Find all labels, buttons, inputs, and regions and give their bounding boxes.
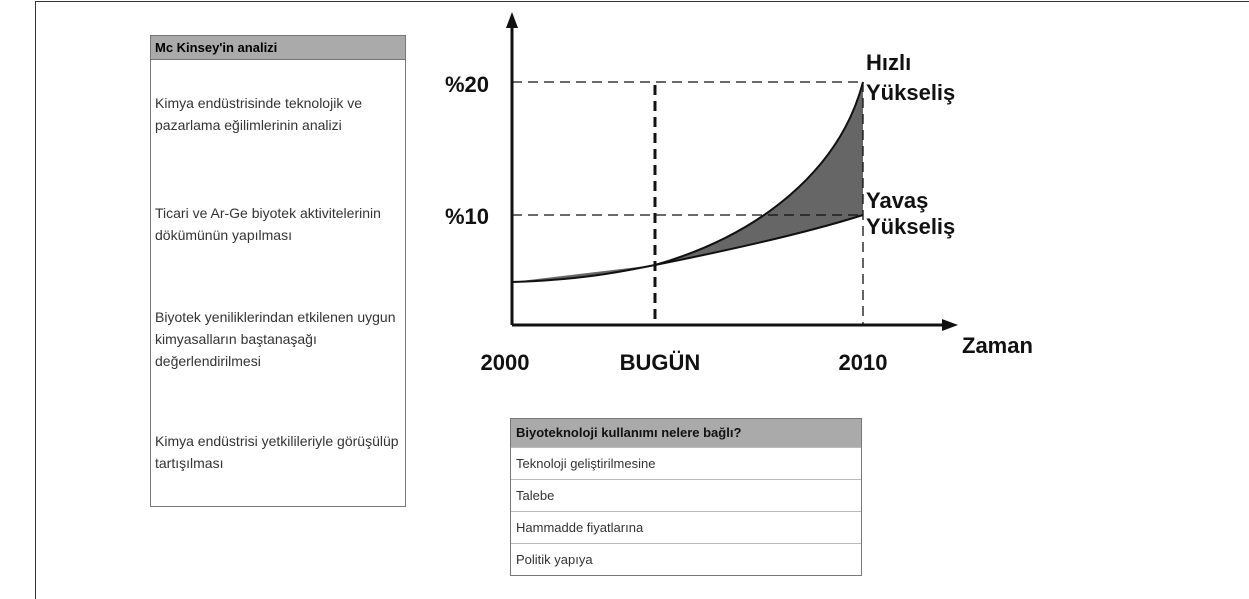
frame (35, 1, 1249, 599)
table-row: Talebe (511, 479, 861, 511)
factor-table: Biyoteknoloji kullanımı nelere bağlı? Te… (510, 418, 862, 576)
table-title: Biyoteknoloji kullanımı nelere bağlı? (511, 419, 861, 447)
fast-curve (511, 81, 864, 283)
y-arrow (506, 12, 518, 28)
x-axis-label: Zaman (962, 333, 1033, 358)
analysis-box: Mc Kinsey'in analizi Kimya endüstrisinde… (150, 35, 406, 507)
box-item: Ticari ve Ar-Ge biyotek aktivitelerinin … (155, 205, 381, 243)
y-label: %20 (445, 72, 489, 97)
slow-label: Yavaş (866, 188, 928, 213)
box-item: Kimya endüstrisinde teknolojik ve pazarl… (155, 95, 362, 133)
gap-area (512, 82, 863, 282)
table-row: Hammadde fiyatlarına (511, 511, 861, 543)
box-title: Mc Kinsey'in analizi (151, 36, 405, 60)
fast-label: Hızlı (866, 50, 911, 75)
box-item: Kimya endüstrisi yetkilileriyle görüşülü… (155, 433, 399, 471)
x-arrow (942, 319, 958, 331)
box-item: Biyotek yeniliklerindan etkilenen uygun … (155, 309, 396, 369)
table-row: Politik yapıya (511, 543, 861, 575)
table-row: Teknoloji geliştirilmesine (511, 447, 861, 479)
slow-curve (654, 214, 864, 266)
guides (512, 81, 864, 325)
slow-label: Yükseliş (866, 214, 955, 239)
x-label: BUGÜN (620, 350, 701, 375)
fast-label: Yükseliş (866, 80, 955, 105)
y-label: %10 (445, 204, 489, 229)
x-label: 2000 (481, 350, 530, 375)
x-label: 2010 (839, 350, 888, 375)
